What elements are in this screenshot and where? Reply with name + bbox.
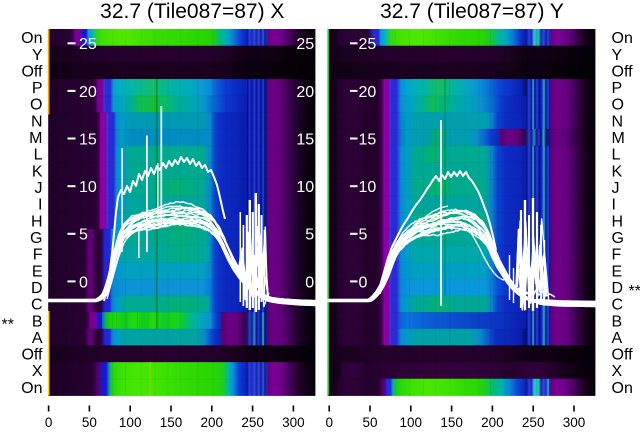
svg-text:15: 15	[359, 131, 377, 148]
svg-text:25: 25	[296, 36, 314, 53]
svg-text:On: On	[21, 30, 42, 47]
svg-text:H: H	[612, 213, 624, 230]
svg-text:K: K	[612, 163, 623, 180]
svg-text:H: H	[31, 213, 43, 230]
svg-text:On: On	[21, 380, 42, 397]
svg-text:25: 25	[79, 36, 97, 53]
svg-text:0: 0	[305, 274, 314, 291]
svg-text:L: L	[34, 147, 43, 164]
svg-text:20: 20	[296, 84, 314, 101]
svg-text:25: 25	[359, 36, 377, 53]
svg-text:J: J	[35, 180, 43, 197]
svg-text:I: I	[612, 197, 616, 214]
svg-text:200: 200	[201, 415, 224, 430]
svg-text:150: 150	[160, 415, 183, 430]
svg-text:300: 300	[282, 415, 305, 430]
svg-text:0: 0	[79, 274, 88, 291]
svg-text:F: F	[33, 247, 43, 264]
svg-text:B: B	[32, 313, 43, 330]
svg-text:P: P	[612, 80, 623, 97]
svg-text:O: O	[30, 97, 42, 114]
svg-text:0: 0	[45, 415, 53, 430]
svg-text:G: G	[30, 230, 42, 247]
svg-text:On: On	[612, 380, 633, 397]
svg-text:M: M	[29, 130, 42, 147]
svg-text:200: 200	[481, 415, 504, 430]
svg-text:B: B	[612, 313, 623, 330]
svg-text:0: 0	[325, 415, 333, 430]
svg-text:D: D	[612, 280, 624, 297]
svg-text:G: G	[612, 230, 624, 247]
svg-text:250: 250	[522, 415, 545, 430]
svg-text:5: 5	[79, 227, 88, 244]
svg-text:10: 10	[79, 179, 97, 196]
svg-text:10: 10	[359, 179, 377, 196]
svg-text:**: **	[629, 283, 640, 300]
svg-text:50: 50	[82, 415, 97, 430]
svg-text:300: 300	[563, 415, 586, 430]
svg-text:20: 20	[359, 84, 377, 101]
svg-text:F: F	[612, 247, 622, 264]
svg-text:C: C	[612, 297, 624, 314]
svg-text:20: 20	[79, 84, 97, 101]
svg-text:0: 0	[359, 274, 368, 291]
svg-text:Off: Off	[612, 63, 634, 80]
svg-text:I: I	[38, 197, 42, 214]
svg-text:N: N	[612, 113, 624, 130]
svg-text:Off: Off	[21, 347, 43, 364]
svg-text:A: A	[32, 330, 43, 347]
svg-text:Y: Y	[32, 47, 43, 64]
svg-text:K: K	[32, 163, 43, 180]
svg-text:E: E	[612, 263, 623, 280]
svg-text:E: E	[32, 263, 43, 280]
svg-text:Off: Off	[21, 63, 43, 80]
svg-text:5: 5	[359, 227, 368, 244]
svg-text:250: 250	[241, 415, 264, 430]
svg-text:15: 15	[296, 131, 314, 148]
svg-text:C: C	[31, 297, 43, 314]
svg-text:150: 150	[440, 415, 463, 430]
svg-text:100: 100	[119, 415, 142, 430]
svg-text:Off: Off	[612, 347, 634, 364]
svg-text:A: A	[612, 330, 623, 347]
svg-text:10: 10	[296, 179, 314, 196]
svg-text:**: **	[2, 317, 14, 334]
svg-text:X: X	[32, 363, 43, 380]
svg-text:5: 5	[305, 227, 314, 244]
svg-text:M: M	[612, 130, 625, 147]
svg-text:On: On	[612, 30, 633, 47]
svg-text:X: X	[612, 363, 623, 380]
svg-text:J: J	[612, 180, 620, 197]
svg-text:L: L	[612, 147, 621, 164]
svg-text:50: 50	[362, 415, 377, 430]
svg-text:Y: Y	[612, 47, 623, 64]
svg-text:N: N	[31, 113, 43, 130]
svg-text:15: 15	[79, 131, 97, 148]
svg-text:P: P	[32, 80, 43, 97]
svg-text:32.7 (Tile087=87) Y: 32.7 (Tile087=87) Y	[380, 0, 564, 23]
svg-text:D: D	[31, 280, 43, 297]
svg-text:32.7 (Tile087=87) X: 32.7 (Tile087=87) X	[100, 0, 284, 23]
svg-text:100: 100	[400, 415, 423, 430]
svg-text:O: O	[612, 97, 624, 114]
